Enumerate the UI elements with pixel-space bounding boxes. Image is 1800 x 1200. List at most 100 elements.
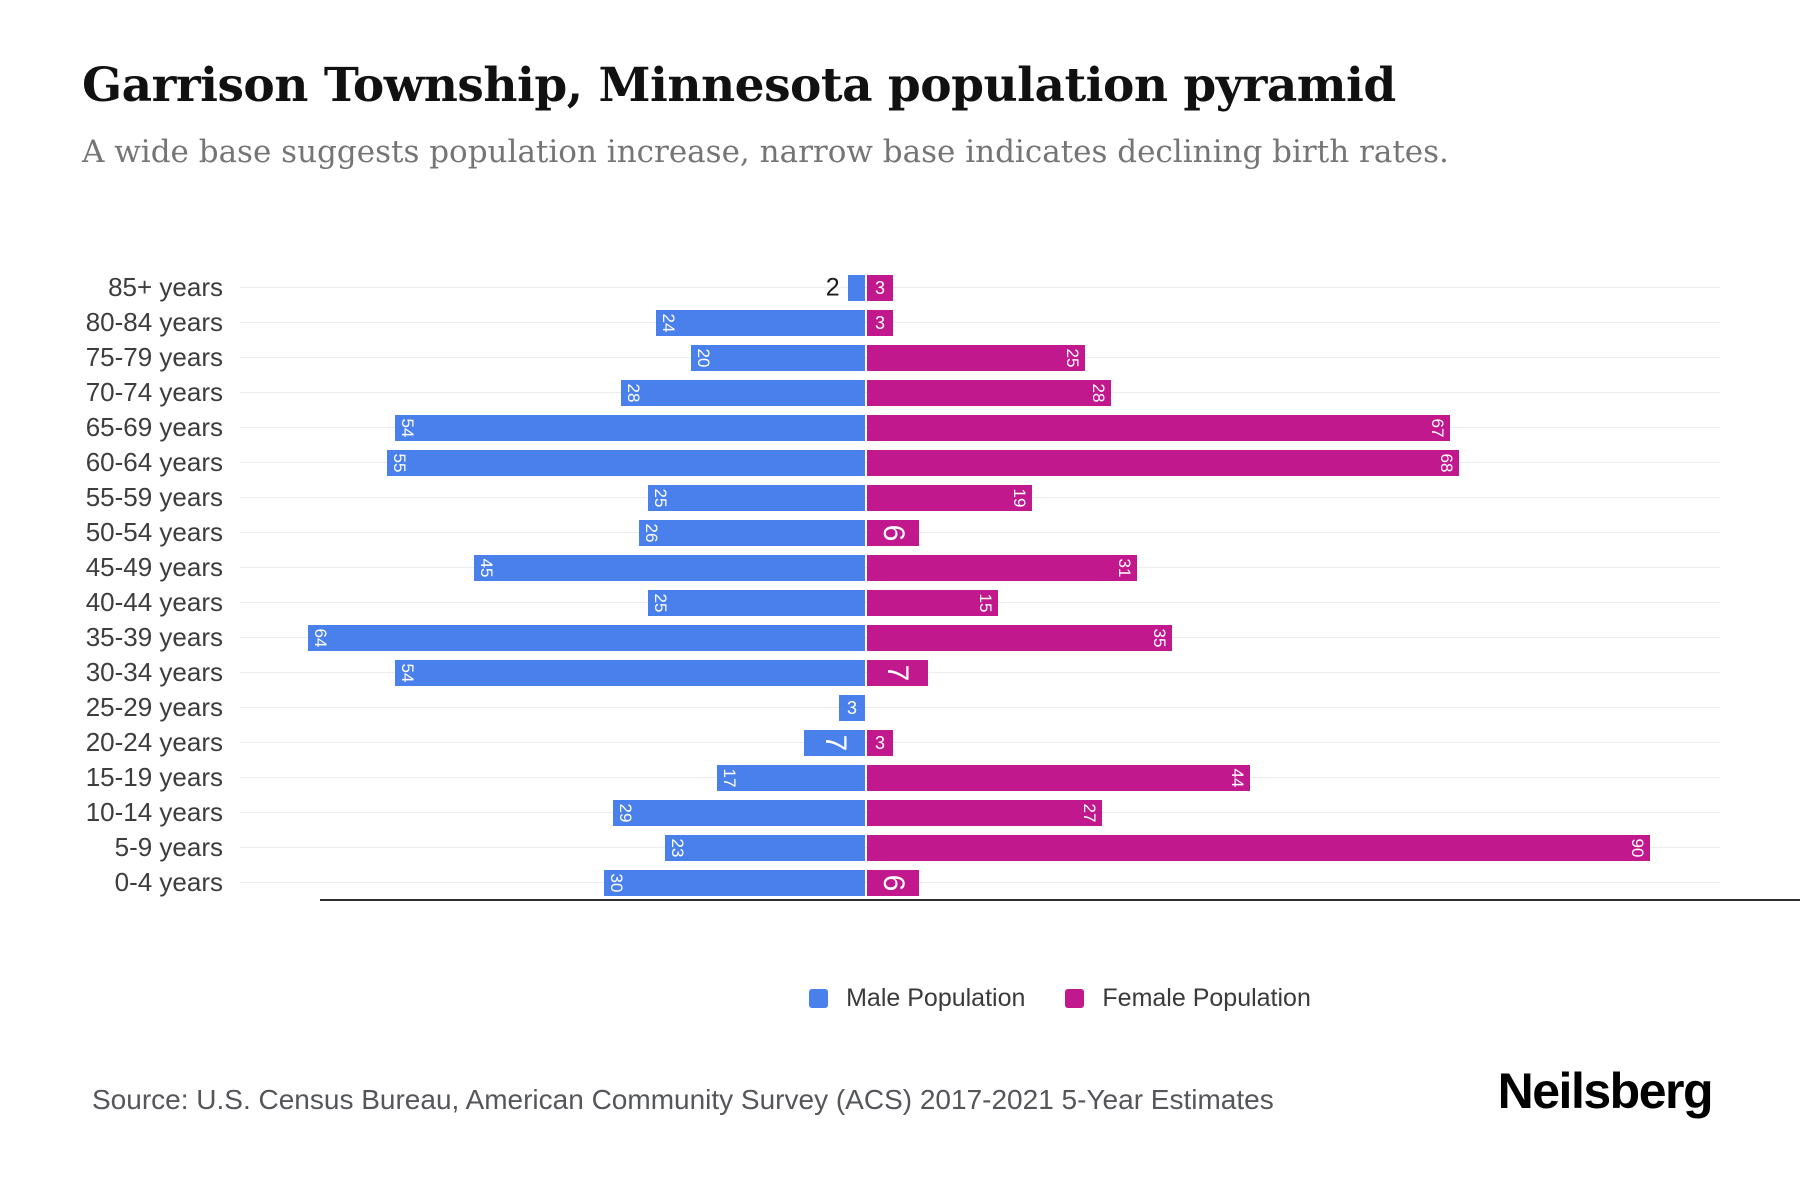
female-bar: 28 [867, 379, 1111, 406]
pyramid-row: 55-59 years 25 19 [80, 480, 1720, 515]
female-zone: 6 [867, 515, 1720, 550]
male-bar: 29 [612, 799, 865, 826]
chart-legend: Male Population Female Population [320, 982, 1800, 1014]
row-plot: 29 27 [240, 795, 1720, 830]
male-zone: 29 [240, 795, 865, 830]
female-value-label: 28 [1088, 383, 1108, 402]
female-legend-label: Female Population [1102, 983, 1311, 1012]
age-label: 30-34 years [85, 657, 223, 687]
age-label: 75-79 years [85, 342, 223, 372]
male-zone: 45 [240, 550, 865, 585]
female-zone: 27 [867, 795, 1720, 830]
male-zone: 2 [240, 270, 865, 305]
age-label: 60-64 years [85, 447, 223, 477]
male-zone: 30 [240, 865, 865, 900]
female-zone: 3 [867, 270, 1720, 305]
age-label: 80-84 years [85, 307, 223, 337]
male-value-label: 54 [398, 663, 418, 682]
gridline [240, 882, 1720, 883]
pyramid-row: 0-4 years 30 6 [80, 865, 1720, 900]
age-label: 20-24 years [85, 727, 223, 757]
male-bar: 17 [717, 764, 865, 791]
female-value-label: 7 [881, 664, 915, 681]
pyramid-rows: 85+ years 2 3 80-84 years 24 3 75-79 years 20 25… [80, 270, 1720, 900]
female-value-label: 35 [1149, 628, 1169, 647]
male-zone: 25 [240, 585, 865, 620]
male-bar: 20 [691, 344, 865, 371]
female-bar: 3 [867, 729, 894, 756]
female-zone: 35 [867, 620, 1720, 655]
age-label: 45-49 years [85, 552, 223, 582]
female-value-label: 31 [1114, 558, 1134, 577]
pyramid-row: 50-54 years 26 6 [80, 515, 1720, 550]
age-label: 55-59 years [85, 482, 223, 512]
female-bar: 3 [867, 309, 894, 336]
gridline [240, 672, 1720, 673]
male-bar: 30 [604, 869, 865, 896]
female-zone: 68 [867, 445, 1720, 480]
female-bar: 44 [867, 764, 1250, 791]
row-plot: 30 6 [240, 865, 1720, 900]
row-plot: 24 3 [240, 305, 1720, 340]
row-plot: 45 31 [240, 550, 1720, 585]
row-plot: 17 44 [240, 760, 1720, 795]
female-zone: 7 [867, 655, 1720, 690]
female-zone: 67 [867, 410, 1720, 445]
pyramid-row: 45-49 years 45 31 [80, 550, 1720, 585]
male-value-label: 55 [389, 453, 409, 472]
female-zone: 15 [867, 585, 1720, 620]
legend-item-male: Male Population [809, 984, 1025, 1013]
pyramid-row: 80-84 years 24 3 [80, 305, 1720, 340]
female-value-label: 19 [1010, 488, 1030, 507]
row-plot: 25 15 [240, 585, 1720, 620]
male-zone: 17 [240, 760, 865, 795]
age-label: 25-29 years [85, 692, 223, 722]
pyramid-row: 25-29 years 3 [80, 690, 1720, 725]
pyramid-row: 30-34 years 54 7 [80, 655, 1720, 690]
male-bar: 54 [395, 414, 865, 441]
male-zone: 25 [240, 480, 865, 515]
female-bar: 19 [867, 484, 1033, 511]
page-subtitle: A wide base suggests population increase… [82, 134, 1449, 170]
pyramid-row: 85+ years 2 3 [80, 270, 1720, 305]
row-plot: 54 67 [240, 410, 1720, 445]
female-zone: 6 [867, 865, 1720, 900]
male-zone: 26 [240, 515, 865, 550]
female-bar: 7 [867, 659, 928, 686]
female-value-label: 3 [875, 732, 886, 753]
male-zone: 3 [240, 690, 865, 725]
female-value-label: 90 [1628, 838, 1648, 857]
male-bar: 2 [826, 274, 865, 301]
row-plot: 26 6 [240, 515, 1720, 550]
male-value-label: 17 [720, 768, 740, 787]
male-value-label: 26 [641, 523, 661, 542]
male-bar: 3 [838, 694, 865, 721]
legend-item-female: Female Population [1065, 983, 1311, 1013]
male-bar: 25 [647, 484, 865, 511]
male-value-label: 2 [825, 273, 840, 301]
male-bar: 45 [473, 554, 865, 581]
male-value-label: 54 [398, 418, 418, 437]
gridline [240, 287, 1720, 288]
pyramid-row: 20-24 years 7 3 [80, 725, 1720, 760]
age-label: 85+ years [108, 272, 223, 302]
male-zone: 54 [240, 655, 865, 690]
female-zone: 31 [867, 550, 1720, 585]
female-bar: 6 [867, 519, 920, 546]
female-value-label: 3 [875, 312, 886, 333]
row-plot: 25 19 [240, 480, 1720, 515]
male-value-label: 7 [818, 734, 852, 751]
pyramid-chart: 85+ years 2 3 80-84 years 24 3 75-79 years 20 25… [80, 270, 1720, 900]
male-value-label: 28 [624, 383, 644, 402]
male-zone: 23 [240, 830, 865, 865]
pyramid-row: 10-14 years 29 27 [80, 795, 1720, 830]
female-bar: 25 [867, 344, 1085, 371]
female-value-label: 27 [1079, 803, 1099, 822]
female-bar: 6 [867, 869, 920, 896]
age-label: 15-19 years [85, 762, 223, 792]
female-bar: 35 [867, 624, 1172, 651]
female-zone: 28 [867, 375, 1720, 410]
pyramid-row: 60-64 years 55 68 [80, 445, 1720, 480]
male-zone: 54 [240, 410, 865, 445]
female-zone: 44 [867, 760, 1720, 795]
